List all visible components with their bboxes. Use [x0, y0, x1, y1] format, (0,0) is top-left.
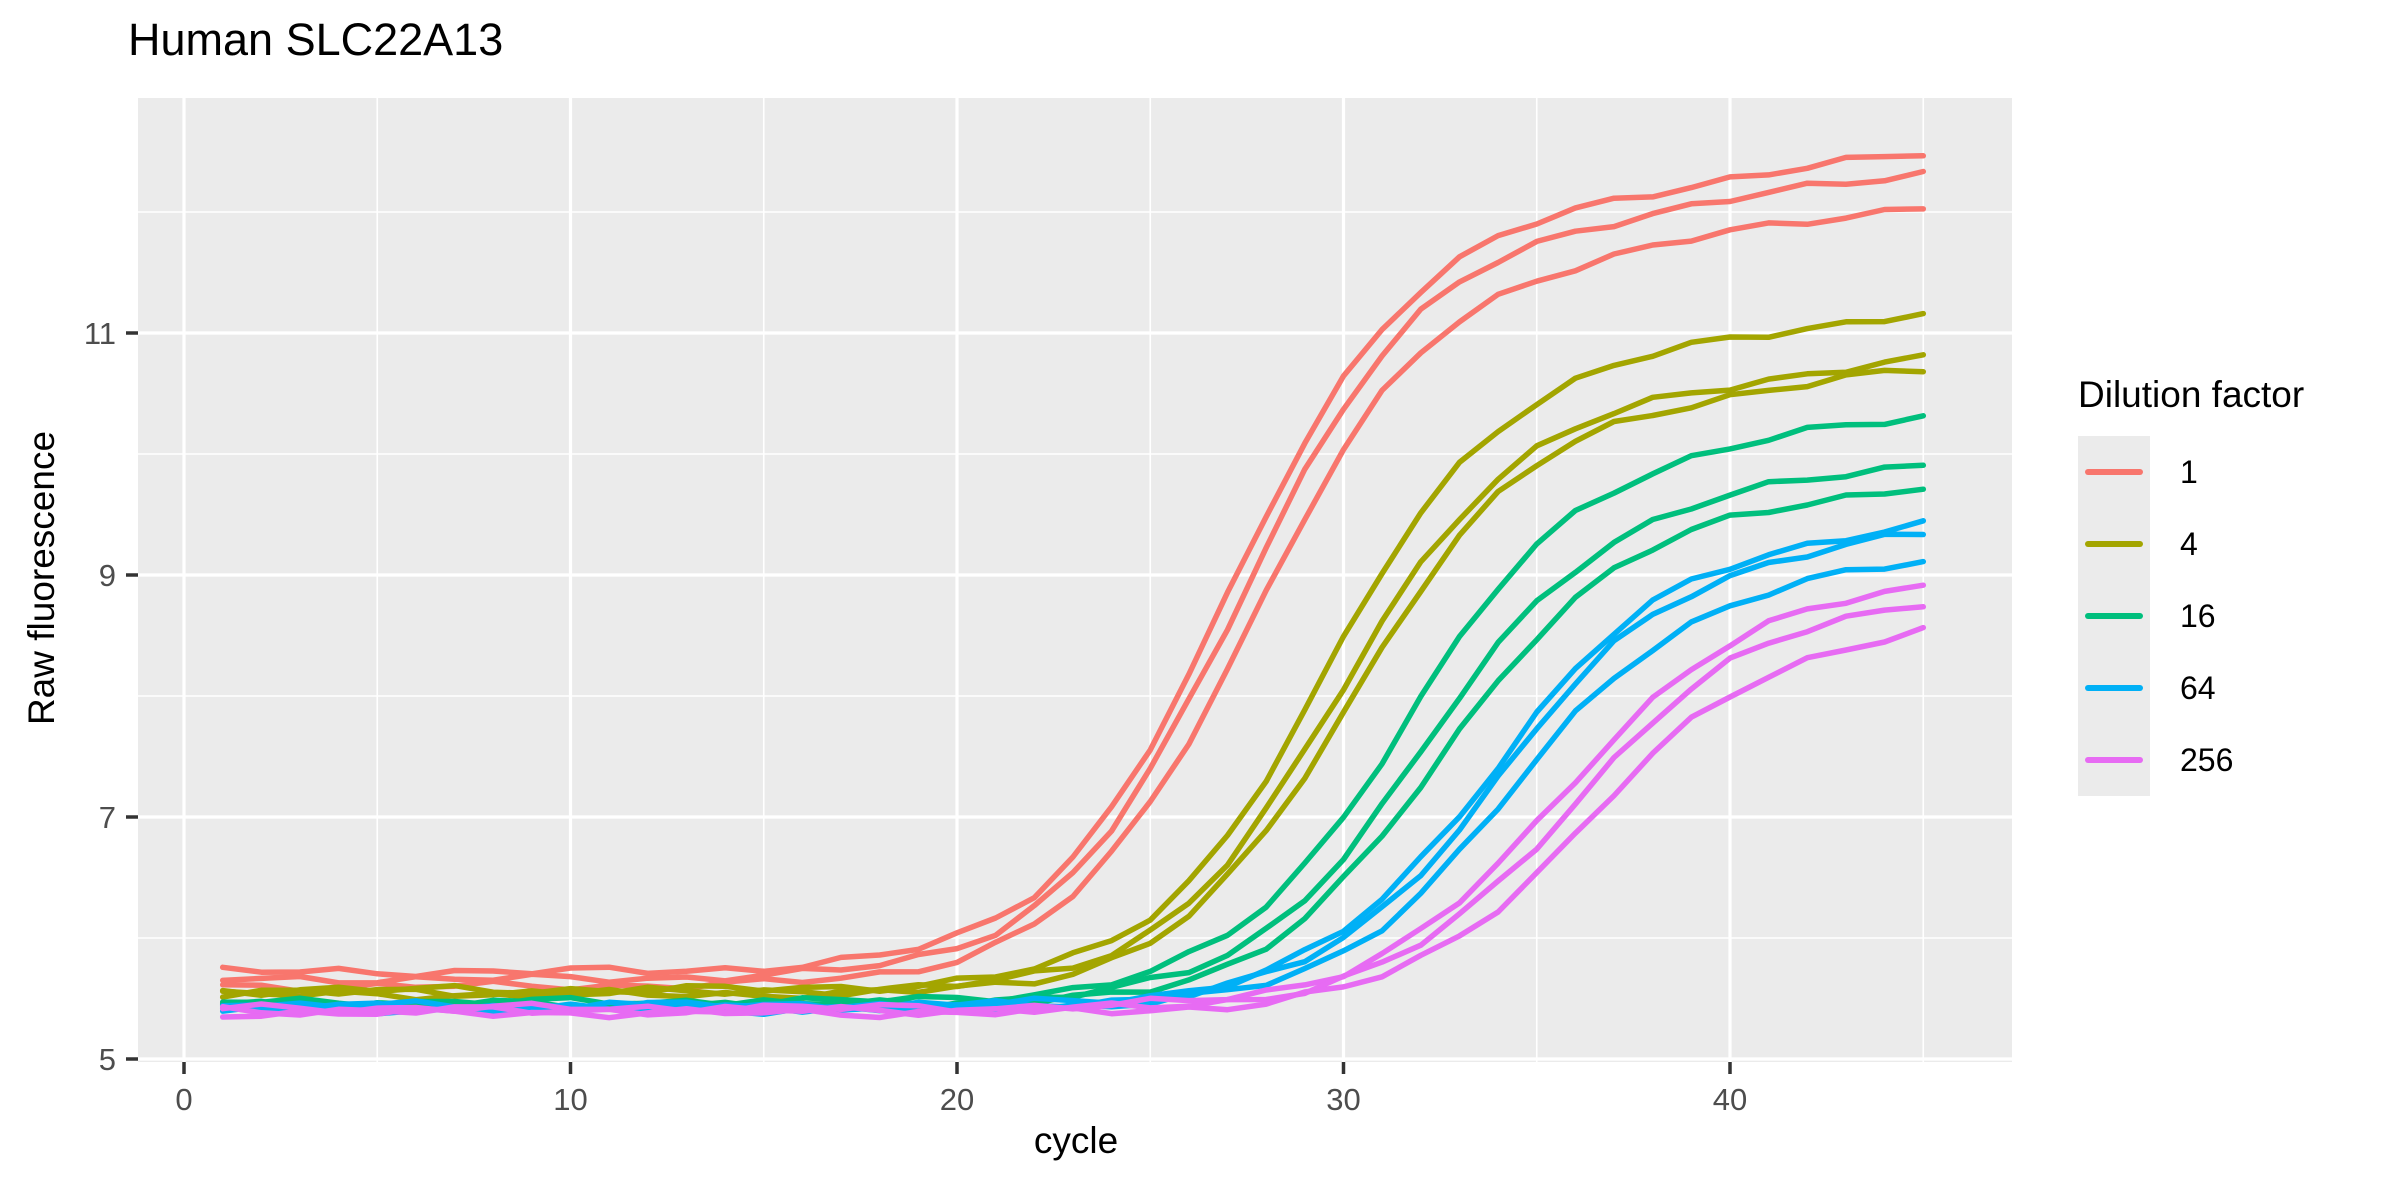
legend-entry-label: 64 [2180, 669, 2216, 706]
legend: Dilution factor 1 4 16 64 256 [2078, 374, 2304, 796]
legend-key-box [2078, 652, 2150, 724]
legend-line-swatch [2085, 469, 2143, 475]
panel-background [138, 98, 2012, 1062]
legend-key-box [2078, 508, 2150, 580]
series-line-dilution-256-rep-3 [219, 624, 1927, 1021]
legend-rows: 1 4 16 64 256 [2078, 436, 2304, 796]
legend-entry-dilution-64: 64 [2078, 652, 2304, 724]
y-tick-label-11: 11 [84, 316, 116, 351]
plot-title: Human SLC22A13 [128, 14, 504, 65]
y-tick-label-7: 7 [99, 800, 116, 835]
legend-line-swatch [2085, 685, 2143, 691]
legend-entry-dilution-4: 4 [2078, 508, 2304, 580]
x-tick-label-20: 20 [940, 1082, 974, 1117]
y-tick-label-9: 9 [99, 558, 116, 593]
legend-entry-dilution-16: 16 [2078, 580, 2304, 652]
legend-key-box [2078, 724, 2150, 796]
series-line-dilution-1-rep-3 [219, 206, 1927, 995]
legend-key-box [2078, 436, 2150, 508]
x-tick-label-10: 10 [553, 1082, 587, 1117]
series-line-dilution-1-rep-1 [219, 153, 1927, 980]
x-tick-label-40: 40 [1713, 1082, 1747, 1117]
legend-title: Dilution factor [2078, 374, 2305, 415]
legend-entry-label: 4 [2180, 525, 2198, 562]
x-axis-label: cycle [1033, 1120, 1119, 1161]
y-tick-label-5: 5 [99, 1042, 116, 1077]
legend-entry-label: 1 [2180, 453, 2198, 490]
legend-entry-dilution-1: 1 [2078, 436, 2304, 508]
series-line-dilution-1-rep-2 [219, 168, 1927, 986]
legend-entry-dilution-256: 256 [2078, 724, 2304, 796]
legend-line-swatch [2085, 541, 2143, 547]
series-line-dilution-4-rep-3 [219, 367, 1927, 1003]
x-tick-label-30: 30 [1326, 1082, 1360, 1117]
y-axis-label: Raw fluorescence [21, 430, 62, 726]
legend-line-swatch [2085, 613, 2143, 619]
legend-line-swatch [2085, 757, 2143, 763]
legend-key-box [2078, 580, 2150, 652]
legend-entry-label: 256 [2180, 741, 2234, 778]
legend-entry-label: 16 [2180, 597, 2216, 634]
x-tick-label-0: 0 [175, 1082, 192, 1117]
